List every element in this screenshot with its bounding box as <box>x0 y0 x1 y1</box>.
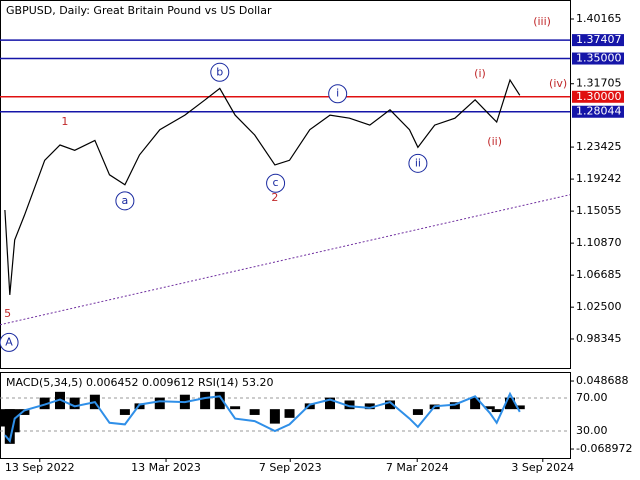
macd-bar <box>249 409 260 415</box>
macd-bar <box>214 391 225 410</box>
chart-title: GBPUSD, Daily: Great Britain Pound vs US… <box>6 4 272 17</box>
level-label-box <box>572 105 624 118</box>
y-tick-label: 30.00 <box>576 424 608 437</box>
macd-bar <box>69 397 80 410</box>
main-panel <box>0 0 571 369</box>
series-line <box>4 391 521 444</box>
y-tick-label: 0.98345 <box>576 332 622 345</box>
indicator-title: MACD(5,34,5) 0.006452 0.009612 RSI(14) 5… <box>6 376 273 389</box>
macd-bar <box>344 400 355 410</box>
macd-bar <box>230 406 241 410</box>
macd-bar <box>484 406 495 410</box>
wave-label: (iv) <box>549 77 567 90</box>
x-tick-label: 13 Mar 2023 <box>131 461 201 474</box>
level-label-box <box>572 34 624 47</box>
macd-bar <box>412 409 423 415</box>
y-tick-label: 1.15055 <box>576 204 622 217</box>
wave-label: 1 <box>61 115 68 128</box>
macd-bar <box>119 409 130 415</box>
annotation-circle <box>0 332 19 352</box>
macd-bar <box>449 402 460 410</box>
wave-label: (i) <box>474 67 486 80</box>
level-label-box <box>572 52 624 65</box>
series-line <box>4 78 521 295</box>
y2-tick-label: 0.048688 <box>576 374 629 387</box>
trendline <box>0 194 571 326</box>
y-tick-label: 1.23425 <box>576 140 622 153</box>
macd-bar <box>385 400 395 410</box>
macd-bar <box>19 409 30 415</box>
annotation-circle <box>266 173 286 193</box>
wave-label: 2 <box>271 191 278 204</box>
wave-label: ii <box>415 156 421 169</box>
y-tick-label: 1.06685 <box>576 268 622 281</box>
macd-bar <box>284 409 295 418</box>
y2-tick-label: -0.068972 <box>576 442 632 455</box>
level-label: 1.30000 <box>576 90 622 103</box>
level-label: 1.37407 <box>576 33 622 46</box>
wave-label: (ii) <box>487 135 502 148</box>
level-label: 1.28044 <box>576 105 622 118</box>
wave-label: b <box>216 65 223 78</box>
macd-bar <box>364 403 375 410</box>
y-tick-label: 70.00 <box>576 391 608 404</box>
y-tick-label: 1.31705 <box>576 77 622 90</box>
wave-label: A <box>5 335 13 348</box>
macd-bar <box>304 403 315 410</box>
y-tick-label: 1.02500 <box>576 300 622 313</box>
x-tick-label: 7 Sep 2023 <box>259 461 322 474</box>
annotation-circle <box>115 191 135 211</box>
y-tick-label: 1.40165 <box>576 12 622 25</box>
macd-bar <box>200 391 211 410</box>
level-label: 1.35000 <box>576 52 622 65</box>
macd-bar <box>269 409 280 424</box>
wave-label: a <box>122 194 129 207</box>
y-tick-label: 1.10870 <box>576 236 622 249</box>
annotation-circle <box>210 62 230 82</box>
annotation-circle <box>408 153 428 173</box>
level-label-box <box>572 90 624 103</box>
x-tick-label: 7 Mar 2024 <box>386 461 449 474</box>
macd-bar <box>39 397 50 410</box>
macd-bar <box>154 397 165 410</box>
wave-label: i <box>336 87 339 100</box>
wave-label: c <box>273 176 279 189</box>
y-tick-label: 1.19242 <box>576 172 622 185</box>
macd-bar <box>134 403 145 410</box>
wave-label: (iii) <box>533 15 551 28</box>
x-tick-label: 13 Sep 2022 <box>5 461 75 474</box>
macd-bar <box>470 397 481 410</box>
macd-bar <box>505 397 515 410</box>
wave-label: 5 <box>4 307 11 320</box>
annotation-circle <box>328 84 348 104</box>
macd-bar <box>491 409 502 413</box>
macd-bar <box>514 405 525 410</box>
x-tick-label: 3 Sep 2024 <box>511 461 574 474</box>
macd-bar <box>325 397 335 410</box>
